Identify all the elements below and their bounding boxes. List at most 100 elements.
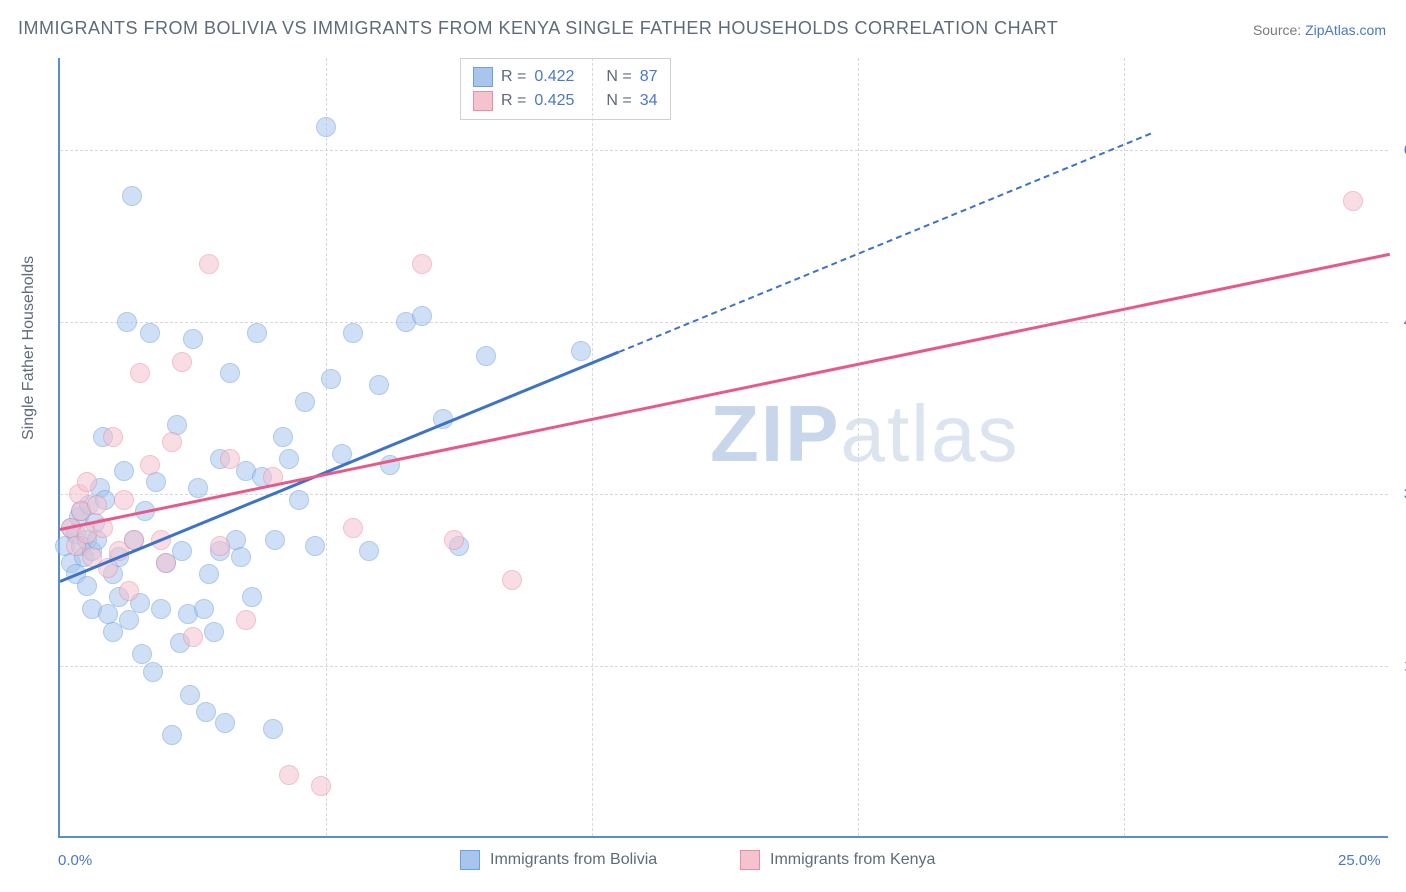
scatter-point	[87, 495, 107, 515]
scatter-point	[130, 363, 150, 383]
scatter-point	[194, 599, 214, 619]
scatter-point	[183, 627, 203, 647]
scatter-point	[183, 329, 203, 349]
scatter-point	[231, 547, 251, 567]
y-tick-label: 3.0%	[1393, 485, 1406, 502]
scatter-point	[180, 685, 200, 705]
scatter-point	[369, 375, 389, 395]
scatter-point	[117, 312, 137, 332]
scatter-point	[204, 622, 224, 642]
gridline-vertical	[592, 58, 593, 836]
legend-swatch	[473, 91, 493, 111]
scatter-point	[196, 702, 216, 722]
gridline-horizontal	[60, 666, 1388, 667]
gridline-horizontal	[60, 150, 1388, 151]
legend-r-label: R =	[501, 92, 526, 110]
legend-n-label: N =	[606, 92, 631, 110]
series-legend-item: Immigrants from Bolivia	[460, 850, 657, 870]
legend-r-value: 0.422	[534, 68, 574, 86]
scatter-point	[412, 306, 432, 326]
correlation-legend: R = 0.422 N = 87 R = 0.425 N = 34	[460, 58, 671, 120]
scatter-point	[343, 323, 363, 343]
scatter-point	[295, 392, 315, 412]
legend-swatch	[473, 67, 493, 87]
y-tick-label: 4.5%	[1393, 313, 1406, 330]
scatter-point	[210, 536, 230, 556]
scatter-point	[571, 341, 591, 361]
scatter-point	[122, 186, 142, 206]
scatter-point	[215, 713, 235, 733]
source-attribution: Source: ZipAtlas.com	[1253, 22, 1386, 38]
scatter-point	[199, 254, 219, 274]
source-label: Source:	[1253, 22, 1301, 38]
scatter-point	[151, 599, 171, 619]
legend-n-value: 34	[640, 92, 658, 110]
scatter-point	[162, 725, 182, 745]
scatter-point	[146, 472, 166, 492]
gridline-vertical	[326, 58, 327, 836]
scatter-point	[143, 662, 163, 682]
scatter-point	[263, 719, 283, 739]
scatter-point	[103, 427, 123, 447]
scatter-point	[236, 610, 256, 630]
scatter-point	[359, 541, 379, 561]
series-legend-item: Immigrants from Kenya	[740, 850, 935, 870]
scatter-point	[77, 576, 97, 596]
scatter-point	[273, 427, 293, 447]
legend-r-value: 0.425	[534, 92, 574, 110]
scatter-point	[199, 564, 219, 584]
scatter-point	[172, 352, 192, 372]
watermark-bold: ZIP	[710, 389, 840, 478]
scatter-point	[114, 490, 134, 510]
scatter-point	[140, 323, 160, 343]
legend-series-label: Immigrants from Bolivia	[490, 851, 657, 869]
scatter-point	[140, 455, 160, 475]
y-tick-label: 6.0%	[1393, 141, 1406, 158]
trend-line	[60, 253, 1391, 531]
scatter-point	[444, 530, 464, 550]
scatter-point	[279, 765, 299, 785]
scatter-point	[289, 490, 309, 510]
source-link[interactable]: ZipAtlas.com	[1305, 22, 1386, 38]
scatter-point	[119, 610, 139, 630]
legend-swatch	[740, 850, 760, 870]
legend-r-label: R =	[501, 68, 526, 86]
scatter-point	[412, 254, 432, 274]
chart-title: IMMIGRANTS FROM BOLIVIA VS IMMIGRANTS FR…	[18, 18, 1058, 39]
legend-swatch	[460, 850, 480, 870]
legend-series-label: Immigrants from Kenya	[770, 851, 935, 869]
scatter-point	[316, 117, 336, 137]
x-tick-label: 25.0%	[1338, 852, 1381, 869]
gridline-vertical	[858, 58, 859, 836]
scatter-point	[311, 776, 331, 796]
legend-row: R = 0.422 N = 87	[473, 65, 658, 89]
legend-n-label: N =	[606, 68, 631, 86]
x-tick-label: 0.0%	[58, 852, 92, 869]
scatter-point	[265, 530, 285, 550]
scatter-point	[247, 323, 267, 343]
scatter-point	[321, 369, 341, 389]
legend-row: R = 0.425 N = 34	[473, 89, 658, 113]
gridline-vertical	[1124, 58, 1125, 836]
scatter-point	[119, 581, 139, 601]
scatter-point	[279, 449, 299, 469]
scatter-point	[114, 461, 134, 481]
plot-area: ZIPatlas R =0.422N =87R =0.425N =34 1.5%…	[58, 58, 1388, 838]
scatter-point	[156, 553, 176, 573]
y-axis-label: Single Father Households	[20, 256, 38, 440]
y-tick-label: 1.5%	[1393, 657, 1406, 674]
chart-container: IMMIGRANTS FROM BOLIVIA VS IMMIGRANTS FR…	[0, 0, 1406, 892]
watermark-light: atlas	[840, 389, 1019, 478]
legend-n-value: 87	[640, 68, 658, 86]
scatter-point	[476, 346, 496, 366]
scatter-point	[343, 518, 363, 538]
scatter-point	[220, 449, 240, 469]
scatter-point	[77, 472, 97, 492]
scatter-point	[162, 432, 182, 452]
scatter-point	[220, 363, 240, 383]
scatter-point	[502, 570, 522, 590]
scatter-point	[305, 536, 325, 556]
scatter-point	[242, 587, 262, 607]
scatter-point	[188, 478, 208, 498]
gridline-horizontal	[60, 494, 1388, 495]
